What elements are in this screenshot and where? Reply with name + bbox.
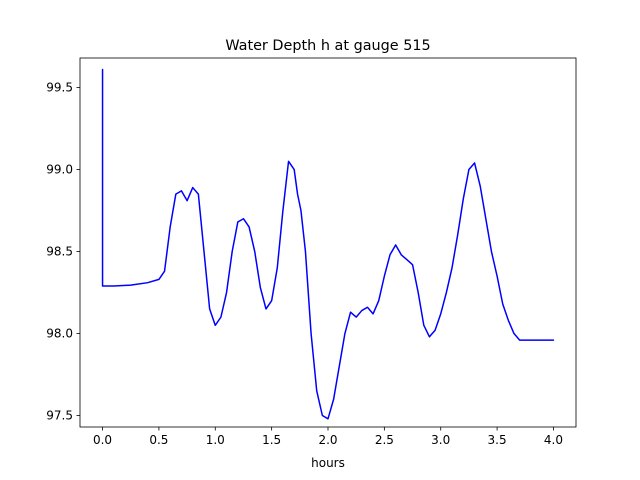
y-tick-label: 99.5 bbox=[46, 81, 73, 95]
y-tick-label: 97.5 bbox=[46, 409, 73, 423]
x-tick-label: 4.0 bbox=[544, 433, 563, 447]
chart-title: Water Depth h at gauge 515 bbox=[225, 38, 430, 54]
plot-area: 0.0 0.5 1.0 1.5 2.0 2.5 3.0 3.5 4.0 97.5 98.0 98.5 9… bbox=[46, 57, 577, 447]
x-tick-label: 0.0 bbox=[93, 433, 112, 447]
y-tick-label: 99.0 bbox=[46, 163, 73, 177]
y-tick-label: 98.5 bbox=[46, 245, 73, 259]
x-tick-label: 1.5 bbox=[262, 433, 281, 447]
x-tick-label: 2.5 bbox=[375, 433, 394, 447]
y-tick-label: 98.0 bbox=[46, 327, 73, 341]
x-tick-label: 3.0 bbox=[431, 433, 450, 447]
x-axis-label: hours bbox=[311, 456, 345, 470]
series-line-1 bbox=[101, 68, 555, 420]
x-tick-label: 2.0 bbox=[318, 433, 337, 447]
x-tick-label: 0.5 bbox=[149, 433, 168, 447]
x-tick-label: 1.0 bbox=[206, 433, 225, 447]
x-tick-label: 3.5 bbox=[488, 433, 507, 447]
